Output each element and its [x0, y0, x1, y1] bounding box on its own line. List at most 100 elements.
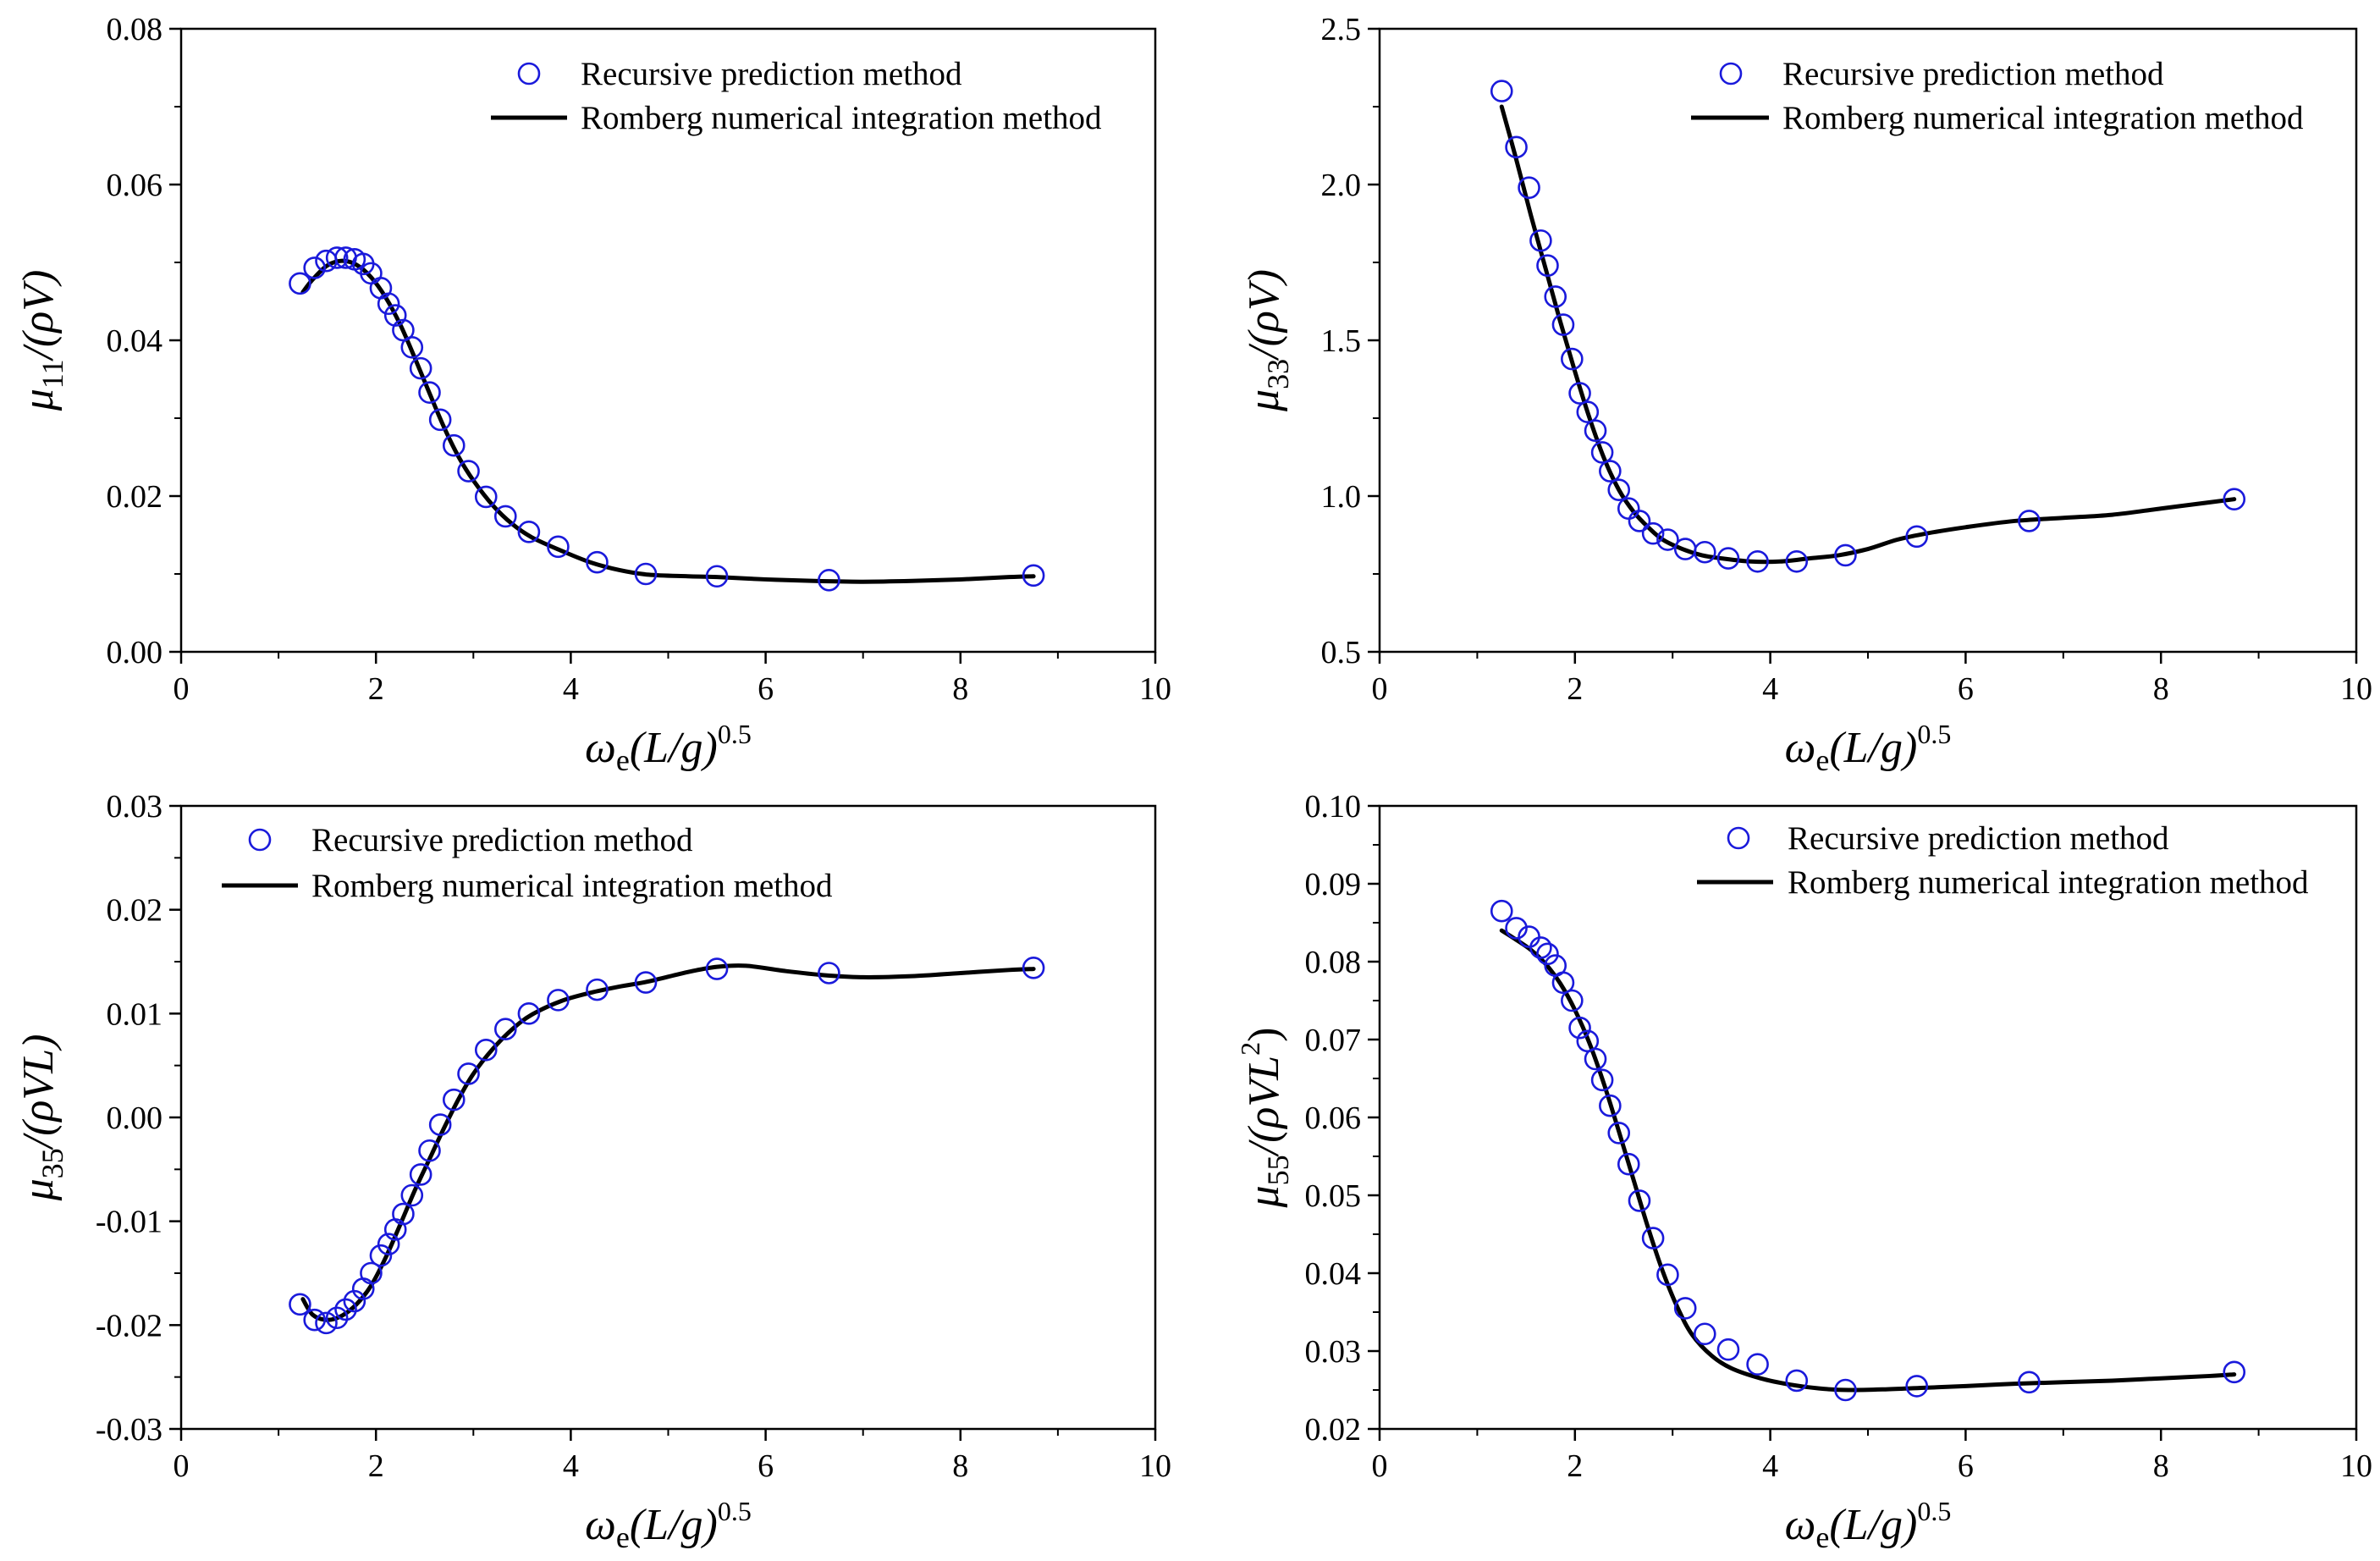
recursive-marker	[634, 562, 658, 586]
x-axis-title: ωe(L/g)0.5	[1785, 1496, 1952, 1554]
legend: Recursive prediction method Romberg numer…	[491, 56, 1102, 136]
y-tick-label: 0.06	[1305, 1100, 1362, 1136]
romberg-line	[300, 258, 1036, 584]
legend-label-romberg: Romberg numerical integration method	[581, 100, 1102, 136]
recursive-marker	[1716, 1338, 1740, 1361]
recursive-marker	[1607, 1122, 1631, 1145]
recursive-marker	[1536, 942, 1559, 966]
y-axis-title: μ55/(ρVL2)	[1235, 1028, 1295, 1209]
recursive-marker	[818, 962, 840, 985]
x-tick-label: 10	[2340, 1448, 2372, 1484]
recursive-marker	[547, 535, 570, 559]
y-tick-label: 0.05	[1305, 1178, 1362, 1214]
legend-label-recursive: Recursive prediction method	[1788, 820, 2169, 857]
recursive-marker	[428, 408, 452, 432]
recursive-marker	[457, 1062, 480, 1085]
recursive-marker	[325, 1306, 349, 1330]
recursive-marker	[1641, 1227, 1665, 1249]
recursive-marker	[289, 1293, 311, 1316]
x-tick-label: 6	[1958, 671, 1974, 707]
recursive-marker	[1656, 1263, 1679, 1287]
recursive-marker	[1834, 543, 1857, 567]
x-tick-label: 6	[758, 1448, 774, 1484]
x-tick-label: 4	[1762, 671, 1778, 707]
recursive-marker	[1551, 971, 1575, 995]
y-tick-label: 1.0	[1321, 479, 1362, 515]
recursive-marker	[474, 485, 498, 509]
x-tick-label: 6	[1958, 1448, 1974, 1484]
legend: Recursive prediction method Romberg numer…	[1691, 56, 2304, 136]
series-recursive	[289, 957, 1045, 1335]
romberg-line	[1499, 928, 2237, 1393]
recursive-marker	[1693, 1322, 1716, 1346]
y-tick-label: 0.08	[1305, 945, 1362, 980]
recursive-marker	[1785, 1369, 1809, 1393]
legend: Recursive prediction method Romberg numer…	[222, 822, 833, 904]
legend-marker-icon	[517, 62, 541, 85]
romberg-line	[1499, 104, 2237, 565]
y-tick-label: 0.04	[1305, 1256, 1362, 1292]
chart-mu55: 0 2 4 6 8 10 0.02 0.03 0.04 0.05 0.06 0.07 0.08 0.09 0…	[1235, 789, 2372, 1554]
y-tick-label: -0.02	[96, 1308, 163, 1343]
recursive-marker	[1693, 540, 1716, 564]
y-tick-label: 2.0	[1321, 168, 1362, 203]
y-axis-title: μ35/(ρVL)	[14, 1034, 69, 1202]
recursive-marker	[517, 1002, 541, 1025]
legend-marker-icon	[1719, 62, 1743, 85]
recursive-marker	[1746, 1353, 1769, 1376]
series-recursive	[289, 246, 1045, 592]
recursive-marker	[1628, 1189, 1651, 1212]
recursive-marker	[517, 521, 541, 543]
recursive-marker	[586, 978, 609, 1001]
recursive-marker	[1568, 382, 1591, 405]
recursive-marker	[1529, 936, 1552, 959]
recursive-marker	[634, 971, 658, 994]
x-tick-label: 2	[1567, 1448, 1583, 1484]
recursive-marker	[586, 550, 609, 574]
recursive-marker	[2018, 1371, 2041, 1394]
recursive-marker	[360, 1261, 383, 1285]
recursive-marker	[409, 1163, 432, 1186]
recursive-marker	[369, 1244, 393, 1267]
y-tick-label: 0.09	[1305, 867, 1362, 902]
recursive-marker	[1561, 347, 1584, 371]
x-axis-title: ωe(L/g)0.5	[1785, 719, 1952, 777]
recursive-marker	[1628, 510, 1651, 532]
y-tick-label: 0.02	[1305, 1412, 1362, 1448]
x-tick-label: 8	[2153, 1448, 2169, 1484]
recursive-marker	[418, 381, 441, 404]
recursive-marker	[2018, 510, 2041, 532]
recursive-marker	[1022, 957, 1045, 979]
legend-label-romberg: Romberg numerical integration method	[1788, 864, 2309, 901]
x-tick-label: 0	[174, 1448, 190, 1484]
recursive-marker	[818, 569, 840, 592]
y-tick-label: 1.5	[1321, 323, 1362, 359]
recursive-marker	[428, 1113, 452, 1136]
recursive-marker	[383, 304, 407, 327]
y-tick-label: -0.01	[96, 1205, 163, 1240]
y-tick-label: 0.08	[107, 12, 163, 47]
recursive-marker	[705, 957, 729, 980]
x-tick-label: 8	[952, 671, 968, 707]
x-tick-label: 4	[563, 1448, 579, 1484]
recursive-marker	[1834, 1378, 1857, 1402]
legend-label-romberg: Romberg numerical integration method	[1782, 100, 2304, 136]
chart-mu35: 0 2 4 6 8 10 -0.03 -0.02 -0.01 0.00 0.01 0.02 0.03 ωe…	[14, 789, 1171, 1554]
legend-marker-icon	[1727, 826, 1750, 850]
recursive-marker	[315, 1311, 338, 1335]
recursive-marker	[1617, 1152, 1640, 1176]
recursive-marker	[392, 1202, 415, 1226]
series-romberg	[1499, 104, 2237, 565]
recursive-marker	[1529, 229, 1552, 252]
recursive-marker	[377, 1233, 400, 1255]
recursive-marker	[2223, 488, 2246, 510]
recursive-marker	[1746, 549, 1769, 573]
x-axis-title: ωe(L/g)0.5	[585, 1496, 752, 1554]
recursive-marker	[1641, 521, 1665, 545]
recursive-marker	[493, 505, 517, 528]
x-tick-label: 8	[952, 1448, 968, 1484]
x-tick-label: 2	[1567, 671, 1583, 707]
x-tick-label: 2	[368, 1448, 384, 1484]
y-tick-label: 0.5	[1321, 635, 1362, 670]
